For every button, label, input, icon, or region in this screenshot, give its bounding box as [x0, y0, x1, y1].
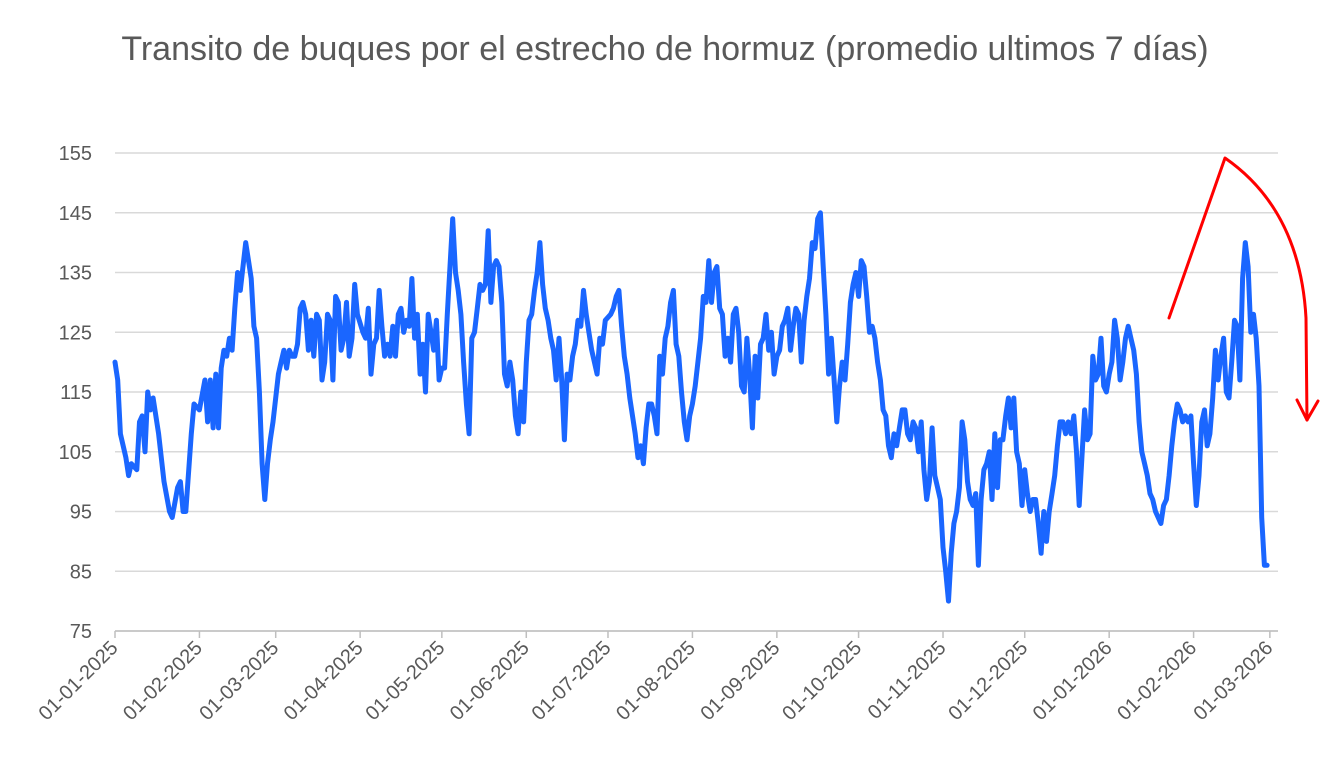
x-axis: 01-01-202501-02-202501-03-202501-04-2025… — [35, 630, 1278, 725]
x-tick-label: 01-10-2025 — [778, 637, 866, 725]
x-tick-label: 01-12-2025 — [944, 637, 1032, 725]
x-tick-label: 01-03-2025 — [195, 637, 283, 725]
x-tick-label: 01-11-2025 — [864, 637, 951, 724]
y-tick-label: 145 — [59, 203, 92, 225]
x-tick-label: 01-04-2025 — [280, 637, 368, 725]
y-tick-label: 85 — [70, 561, 92, 583]
series-layer — [112, 210, 1270, 604]
x-tick-label: 01-05-2025 — [361, 637, 449, 725]
x-tick-label: 01-02-2025 — [119, 637, 207, 725]
y-tick-label: 115 — [60, 382, 92, 404]
x-tick-label: 01-02-2026 — [1113, 637, 1201, 725]
y-axis-ticks: 75 85 95 105 115 125 135 145 155 — [59, 143, 92, 643]
chart-title: Transito de buques por el estrecho de ho… — [121, 30, 1209, 68]
y-tick-label: 135 — [59, 263, 92, 285]
y-tick-label: 95 — [70, 502, 92, 524]
x-tick-label: 01-01-2025 — [35, 637, 123, 725]
y-tick-label: 155 — [59, 143, 92, 165]
x-tick-label: 01-09-2025 — [696, 637, 784, 725]
y-tick-label: 75 — [70, 621, 92, 643]
x-tick-label: 01-06-2025 — [446, 637, 534, 725]
y-tick-label: 105 — [59, 442, 92, 464]
annotation-layer — [1167, 156, 1320, 422]
series-line-0 — [112, 210, 1270, 604]
x-tick-label: 01-07-2025 — [528, 637, 616, 725]
x-tick-label: 01-01-2026 — [1029, 637, 1117, 725]
x-tick-label: 01-08-2025 — [612, 637, 700, 725]
x-tick-label: 01-03-2026 — [1189, 637, 1277, 725]
red-arrow-shaft — [1167, 156, 1309, 422]
y-tick-label: 125 — [59, 322, 92, 344]
red-arrow-head — [1295, 398, 1320, 422]
